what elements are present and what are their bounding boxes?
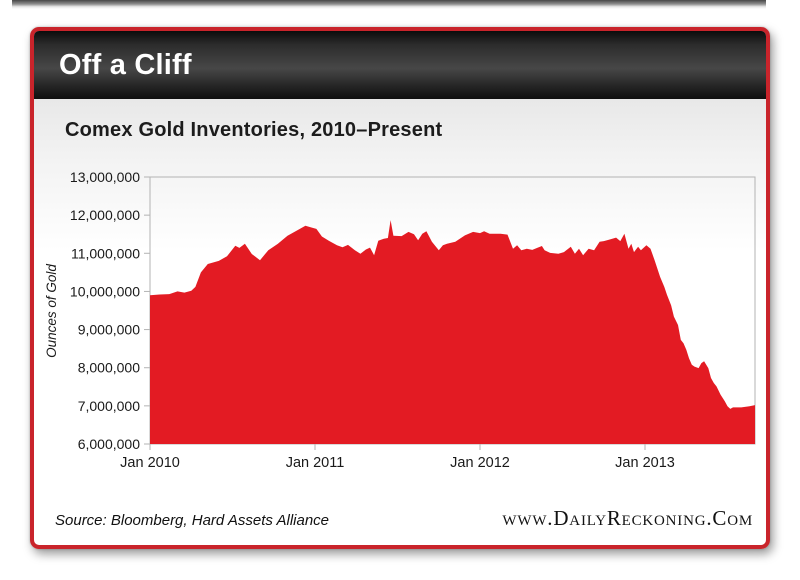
chart-card: Off a Cliff Comex Gold Inventories, 2010… — [30, 27, 770, 549]
card-header: Off a Cliff — [34, 31, 766, 99]
y-tick-label: 11,000,000 — [71, 245, 140, 261]
gold-inventory-area — [150, 220, 755, 444]
y-tick-label: 13,000,000 — [70, 169, 140, 185]
cropped-element-edge — [12, 0, 766, 9]
y-tick-label: 9,000,000 — [78, 322, 140, 338]
source-credit: Source: Bloomberg, Hard Assets Alliance — [55, 512, 330, 529]
y-tick-label: 7,000,000 — [78, 398, 140, 414]
y-tick-label: 8,000,000 — [78, 360, 140, 376]
y-tick-label: 6,000,000 — [78, 436, 140, 452]
x-tick-label: Jan 2012 — [450, 455, 510, 471]
website-credit: www.DailyReckoning.Com — [502, 506, 753, 530]
card-footer: Source: Bloomberg, Hard Assets Alliance … — [55, 506, 753, 531]
card-title: Off a Cliff — [59, 48, 192, 81]
chart-title: Comex Gold Inventories, 2010–Present — [65, 119, 443, 141]
y-tick-label: 12,000,000 — [70, 207, 140, 223]
y-tick-label: 10,000,000 — [70, 283, 140, 299]
x-tick-label: Jan 2010 — [120, 455, 180, 471]
x-tick-label: Jan 2011 — [286, 455, 345, 471]
x-tick-label: Jan 2013 — [615, 455, 675, 471]
gold-inventories-area-chart: 13,000,000 12,000,000 11,000,000 10,000,000… — [44, 169, 756, 471]
y-axis-title: Ounces of Gold — [44, 264, 59, 358]
